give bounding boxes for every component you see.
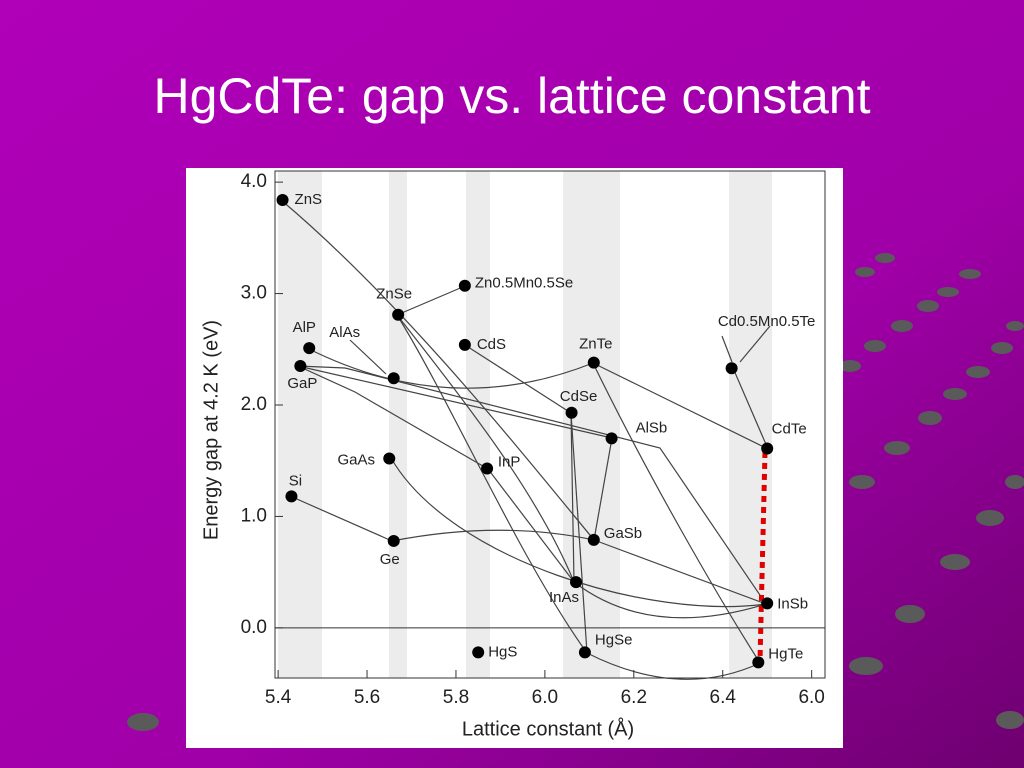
- y-tick-label: 1.0: [241, 505, 267, 526]
- point-label: ZnSe: [376, 286, 412, 303]
- point: [294, 360, 307, 372]
- point-label: Zn0.5Mn0.5Se: [475, 275, 573, 292]
- x-tick-label: 6.4: [710, 687, 737, 708]
- point: [285, 490, 298, 503]
- point: [565, 406, 578, 419]
- point-label: InSb: [777, 595, 808, 612]
- point-label: GaP: [287, 375, 317, 392]
- x-tick-label: 6.0: [532, 687, 558, 708]
- decor-dots: [127, 253, 1024, 731]
- y-tick-label: 4.0: [241, 171, 267, 192]
- y-tick-label: 0.0: [241, 617, 267, 638]
- point-label: CdTe: [772, 420, 807, 437]
- point-label: Cd0.5Mn0.5Te: [718, 313, 816, 330]
- point: [458, 338, 471, 351]
- point-label: CdS: [477, 336, 506, 353]
- point: [276, 193, 289, 206]
- point: [383, 452, 396, 465]
- point-label: AlAs: [329, 324, 360, 341]
- point: [303, 342, 316, 355]
- point-label: ZnS: [295, 191, 323, 208]
- x-tick-label: 5.8: [443, 687, 469, 708]
- point: [481, 462, 494, 475]
- point: [392, 308, 405, 321]
- point: [605, 432, 618, 445]
- point-label: Si: [289, 472, 302, 489]
- point-label: AlSb: [636, 419, 668, 436]
- y-axis-label: Energy gap at 4.2 K (eV): [200, 320, 222, 540]
- point-label: AlP: [293, 319, 316, 336]
- point: [761, 597, 774, 610]
- plot-frame: [274, 170, 826, 679]
- x-tick-label: 6.2: [621, 687, 647, 708]
- point-label: ZnTe: [579, 336, 612, 353]
- point: [578, 646, 591, 659]
- point: [387, 372, 400, 385]
- x-tick-label: 6.0: [798, 687, 824, 708]
- slide-title: HgCdTe: gap vs. lattice constant: [153, 68, 870, 124]
- point-label: InP: [498, 453, 521, 470]
- point-label: GaSb: [604, 525, 642, 542]
- point: [752, 656, 765, 669]
- point-label: Ge: [380, 551, 400, 568]
- x-axis-label: Lattice constant (Å): [462, 717, 634, 740]
- point-label: HgTe: [768, 645, 803, 662]
- point-label: HgS: [488, 643, 517, 660]
- point: [725, 362, 738, 375]
- alloy-curves: [280, 199, 771, 680]
- point: [472, 646, 485, 659]
- point: [761, 442, 774, 455]
- x-tick-label: 5.6: [354, 687, 380, 708]
- point-label: GaAs: [338, 451, 376, 468]
- point-label: InAs: [549, 589, 579, 606]
- point: [587, 533, 600, 546]
- point: [587, 356, 600, 369]
- y-tick-label: 2.0: [241, 394, 267, 415]
- point-label: HgSe: [595, 631, 633, 648]
- point-label: CdSe: [560, 388, 598, 405]
- point: [570, 576, 583, 589]
- y-tick-label: 3.0: [241, 283, 267, 304]
- point: [387, 534, 400, 547]
- x-tick-label: 5.4: [265, 687, 292, 708]
- hgcdte-line: [757, 451, 768, 661]
- point: [458, 279, 471, 292]
